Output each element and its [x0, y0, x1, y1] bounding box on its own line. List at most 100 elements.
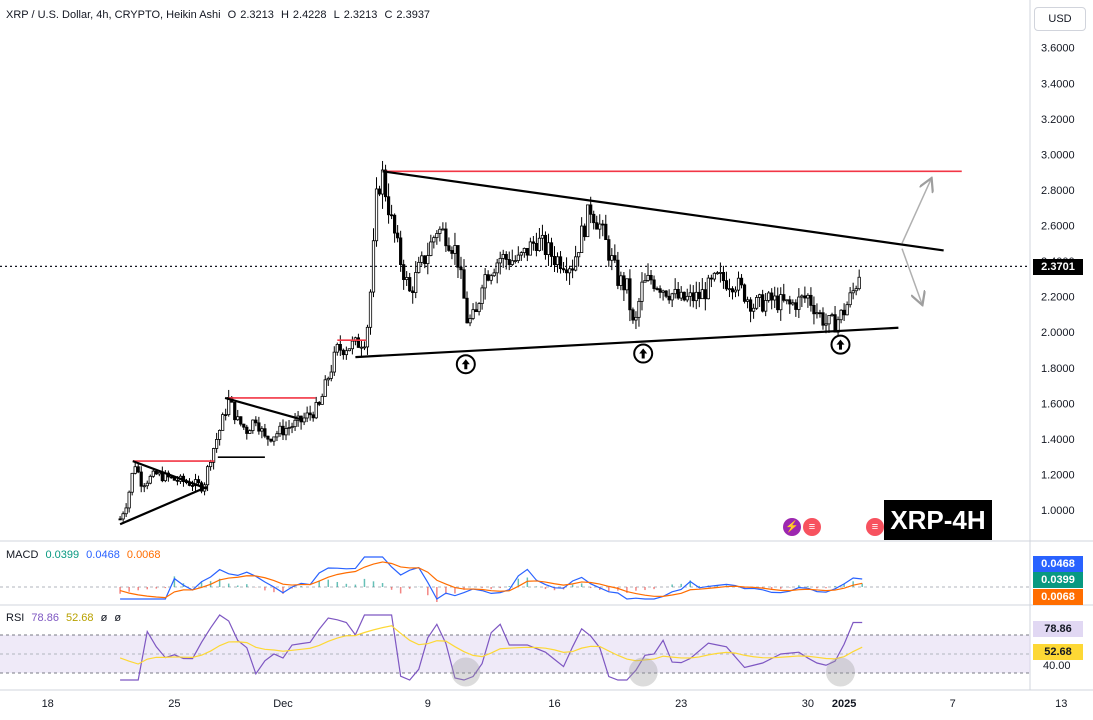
candle-body [432, 237, 436, 243]
candle-body [224, 414, 228, 417]
candle-body [791, 302, 795, 305]
candle-body [408, 277, 412, 292]
candle-body [492, 272, 496, 277]
candle-body [450, 250, 454, 254]
us-flag-icon[interactable]: ≡ [866, 518, 884, 536]
candle-body [441, 228, 445, 231]
candle-body [827, 315, 831, 325]
candle-body [854, 288, 858, 292]
price-tick-label: 1.6000 [1041, 398, 1075, 410]
projection-arrow [901, 248, 922, 304]
candle-body [175, 479, 180, 482]
candle-body [785, 299, 789, 302]
price-tick-label: 3.2000 [1041, 114, 1075, 126]
rsi-oversold-marker [628, 657, 658, 687]
candle-body [782, 294, 786, 301]
time-tick-label: 23 [675, 698, 687, 710]
candle-body [453, 245, 457, 254]
candle-body [377, 188, 382, 195]
candle-body [371, 240, 376, 293]
candle-body [196, 479, 201, 484]
candle-body [752, 307, 756, 312]
candle-body [396, 232, 400, 239]
macd-hist-value: 0.0068 [126, 549, 161, 561]
candle-body [764, 300, 768, 312]
candle-body [848, 292, 852, 306]
candle-body [314, 402, 318, 419]
candle-body [670, 293, 674, 301]
close-value: 2.3937 [396, 9, 431, 21]
candle-body [607, 239, 611, 261]
candle-body [652, 279, 656, 289]
candle-body [730, 288, 735, 293]
candle-body [564, 269, 569, 274]
candle-body [420, 255, 424, 263]
candle-body [151, 470, 155, 477]
candle-body [317, 402, 321, 405]
candle-body [640, 281, 644, 302]
candle-body [332, 351, 336, 373]
candle-body [302, 417, 306, 423]
candle-body [438, 228, 442, 234]
macd-signal-price-label: 0.0468 [1033, 556, 1083, 572]
candle-body [519, 252, 523, 256]
candle-body [761, 294, 765, 312]
candle-body [580, 225, 584, 254]
candle-body [329, 371, 333, 379]
candle-body [429, 241, 433, 256]
candle-body [776, 295, 780, 311]
candle-body [543, 234, 548, 255]
candle-body [462, 269, 466, 299]
candle-body [468, 318, 472, 324]
candle-body [308, 412, 312, 416]
candle-body [598, 223, 602, 230]
candle-body [212, 448, 216, 463]
candle-body [389, 214, 394, 217]
candle-body [577, 252, 581, 258]
candle-body [242, 423, 246, 428]
time-tick-label: 9 [425, 698, 431, 710]
candle-body [471, 309, 475, 319]
candle-body [218, 429, 222, 440]
candle-body [142, 485, 146, 488]
rsi-line [120, 614, 863, 681]
up-arrow-icon [836, 339, 845, 350]
candle-body [257, 422, 261, 432]
candle-body [809, 294, 813, 306]
candle-body [625, 278, 629, 291]
candle-body [320, 395, 324, 405]
candle-body [622, 275, 626, 291]
lightning-icon[interactable]: ⚡ [783, 518, 801, 536]
candle-body [263, 428, 267, 437]
candle-body [794, 302, 798, 310]
candle-body [806, 294, 810, 299]
candle-body [435, 233, 439, 239]
candle-body [495, 262, 499, 274]
candle-body [287, 427, 291, 429]
trendline [132, 460, 208, 490]
candle-body [549, 242, 554, 257]
candle-body [290, 426, 294, 429]
candle-body [215, 439, 219, 449]
candle-body [604, 223, 608, 241]
currency-button[interactable]: USD [1034, 7, 1086, 31]
candle-body [405, 277, 409, 280]
candle-body [522, 247, 526, 254]
price-tick-label: 1.0000 [1041, 505, 1075, 517]
candle-body [815, 312, 819, 315]
us-flag-icon[interactable]: ≡ [803, 518, 821, 536]
candle-body [745, 299, 750, 302]
time-tick-label: 16 [548, 698, 560, 710]
candle-body [124, 507, 128, 515]
rsi-oversold-marker [825, 657, 855, 687]
candle-body [845, 304, 849, 316]
candle-body [465, 297, 469, 324]
candle-body [694, 291, 698, 302]
candle-body [444, 228, 448, 247]
candle-body [477, 303, 481, 313]
candle-body [718, 272, 723, 274]
rsi-oversold-marker [451, 657, 481, 687]
candle-body [205, 466, 210, 486]
